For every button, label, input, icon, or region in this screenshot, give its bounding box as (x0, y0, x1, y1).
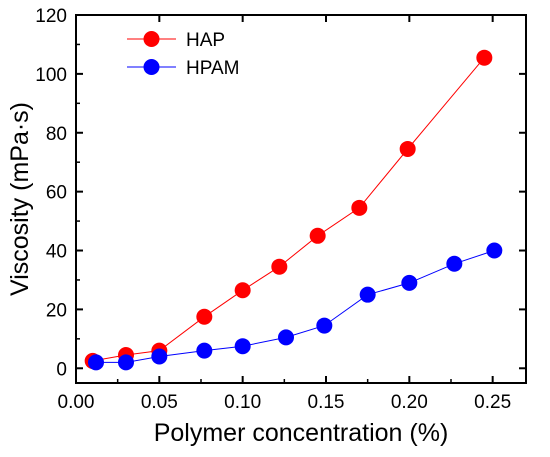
plot-frame (75, 14, 527, 384)
data-point-hpam (401, 274, 418, 291)
x-tick-label: 0.25 (474, 392, 511, 413)
data-point-hap (234, 282, 251, 299)
x-axis-label: Polymer concentration (%) (154, 419, 449, 447)
y-tick-label: 60 (46, 183, 67, 204)
data-point-hpam (151, 348, 168, 365)
data-point-hpam (486, 242, 503, 259)
legend-marker-hpam (143, 59, 160, 75)
data-point-hap (399, 140, 416, 157)
data-point-hpam (88, 354, 104, 371)
y-tick-label: 0 (56, 359, 67, 380)
data-point-hap (196, 308, 213, 325)
data-point-hpam (359, 286, 376, 303)
series-markers (84, 49, 503, 371)
data-point-hap (309, 227, 326, 244)
data-point-hpam (234, 338, 251, 355)
data-point-hap (271, 258, 288, 275)
x-tick-label: 0.00 (58, 392, 95, 413)
data-point-hpam (446, 255, 463, 272)
y-tick-label: 120 (35, 6, 67, 27)
x-tick-label: 0.05 (141, 392, 178, 413)
data-point-hap (351, 199, 368, 216)
data-point-hpam (118, 354, 134, 371)
x-tick-label: 0.20 (391, 392, 428, 413)
data-point-hap (476, 49, 493, 66)
data-point-hpam (316, 317, 333, 334)
legend-label-hap: HAP (186, 30, 225, 51)
x-tick-label: 0.15 (308, 392, 345, 413)
x-tick-label: 0.10 (224, 392, 261, 413)
y-tick-label: 80 (46, 124, 67, 145)
legend-marker-hap (143, 31, 160, 47)
y-tick-label: 40 (46, 242, 67, 263)
legend-label-hpam: HPAM (186, 58, 239, 79)
x-axis-ticks: 0.00 0.05 0.10 0.15 0.20 0.25 (58, 15, 511, 413)
data-point-hpam (196, 342, 213, 359)
y-axis-ticks: 0 20 40 60 80 100 120 (35, 6, 526, 380)
series-lines (92, 57, 495, 363)
y-tick-label: 100 (35, 65, 67, 86)
data-point-hpam (278, 329, 294, 346)
y-axis-label: Viscosity (mPa·s) (6, 102, 34, 296)
y-tick-label: 20 (46, 300, 67, 321)
series-line-hap (92, 57, 485, 362)
legend: HAP HPAM (127, 30, 239, 79)
